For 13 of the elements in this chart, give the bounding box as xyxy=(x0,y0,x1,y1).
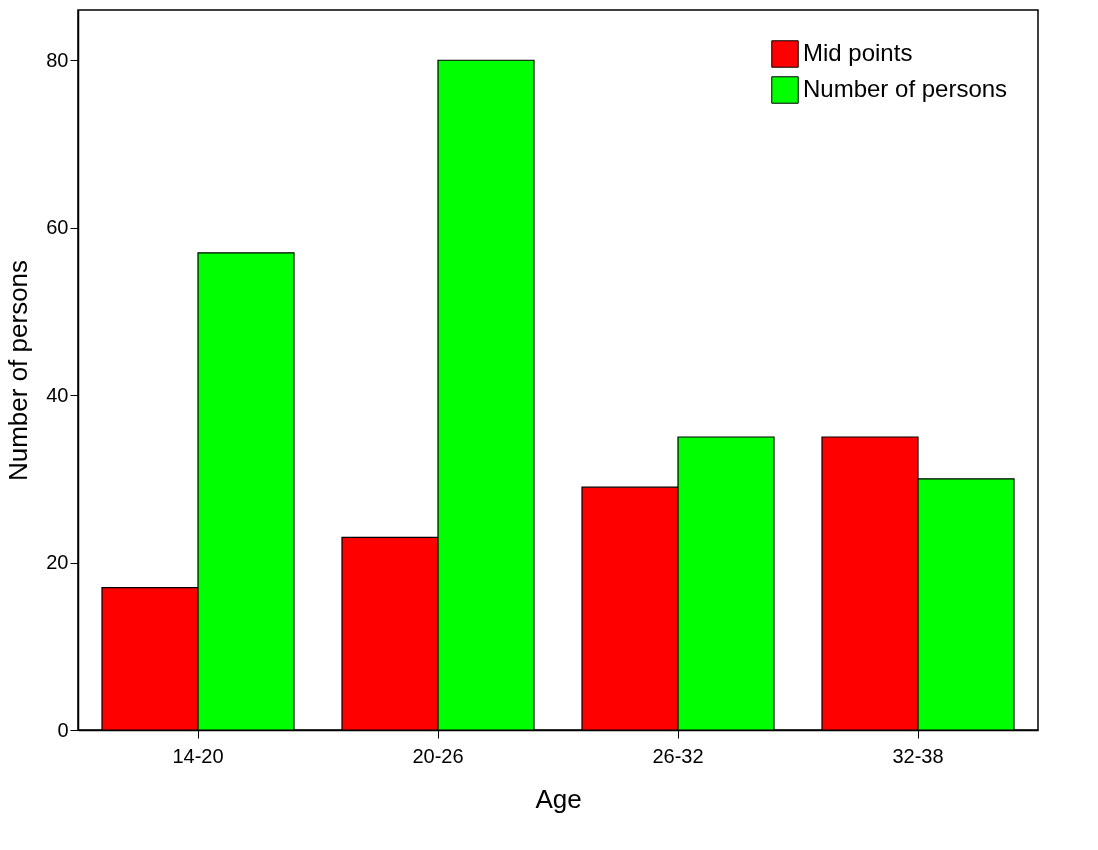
legend-label: Number of persons xyxy=(803,75,1008,102)
y-tick-label: 20 xyxy=(46,551,69,574)
y-axis-title: Number of persons xyxy=(3,259,34,482)
x-axis-title: Age xyxy=(535,783,582,814)
x-tick-label: 20-26 xyxy=(412,744,464,767)
legend-label: Mid points xyxy=(803,39,913,66)
x-tick-label: 26-32 xyxy=(652,744,704,767)
y-tick-label: 60 xyxy=(46,216,69,239)
y-tick-label: 0 xyxy=(57,718,69,741)
y-tick-label: 40 xyxy=(46,383,69,406)
x-tick-label: 14-20 xyxy=(172,744,224,767)
y-tick-label: 80 xyxy=(46,48,69,71)
x-tick-label: 32-38 xyxy=(892,744,944,767)
